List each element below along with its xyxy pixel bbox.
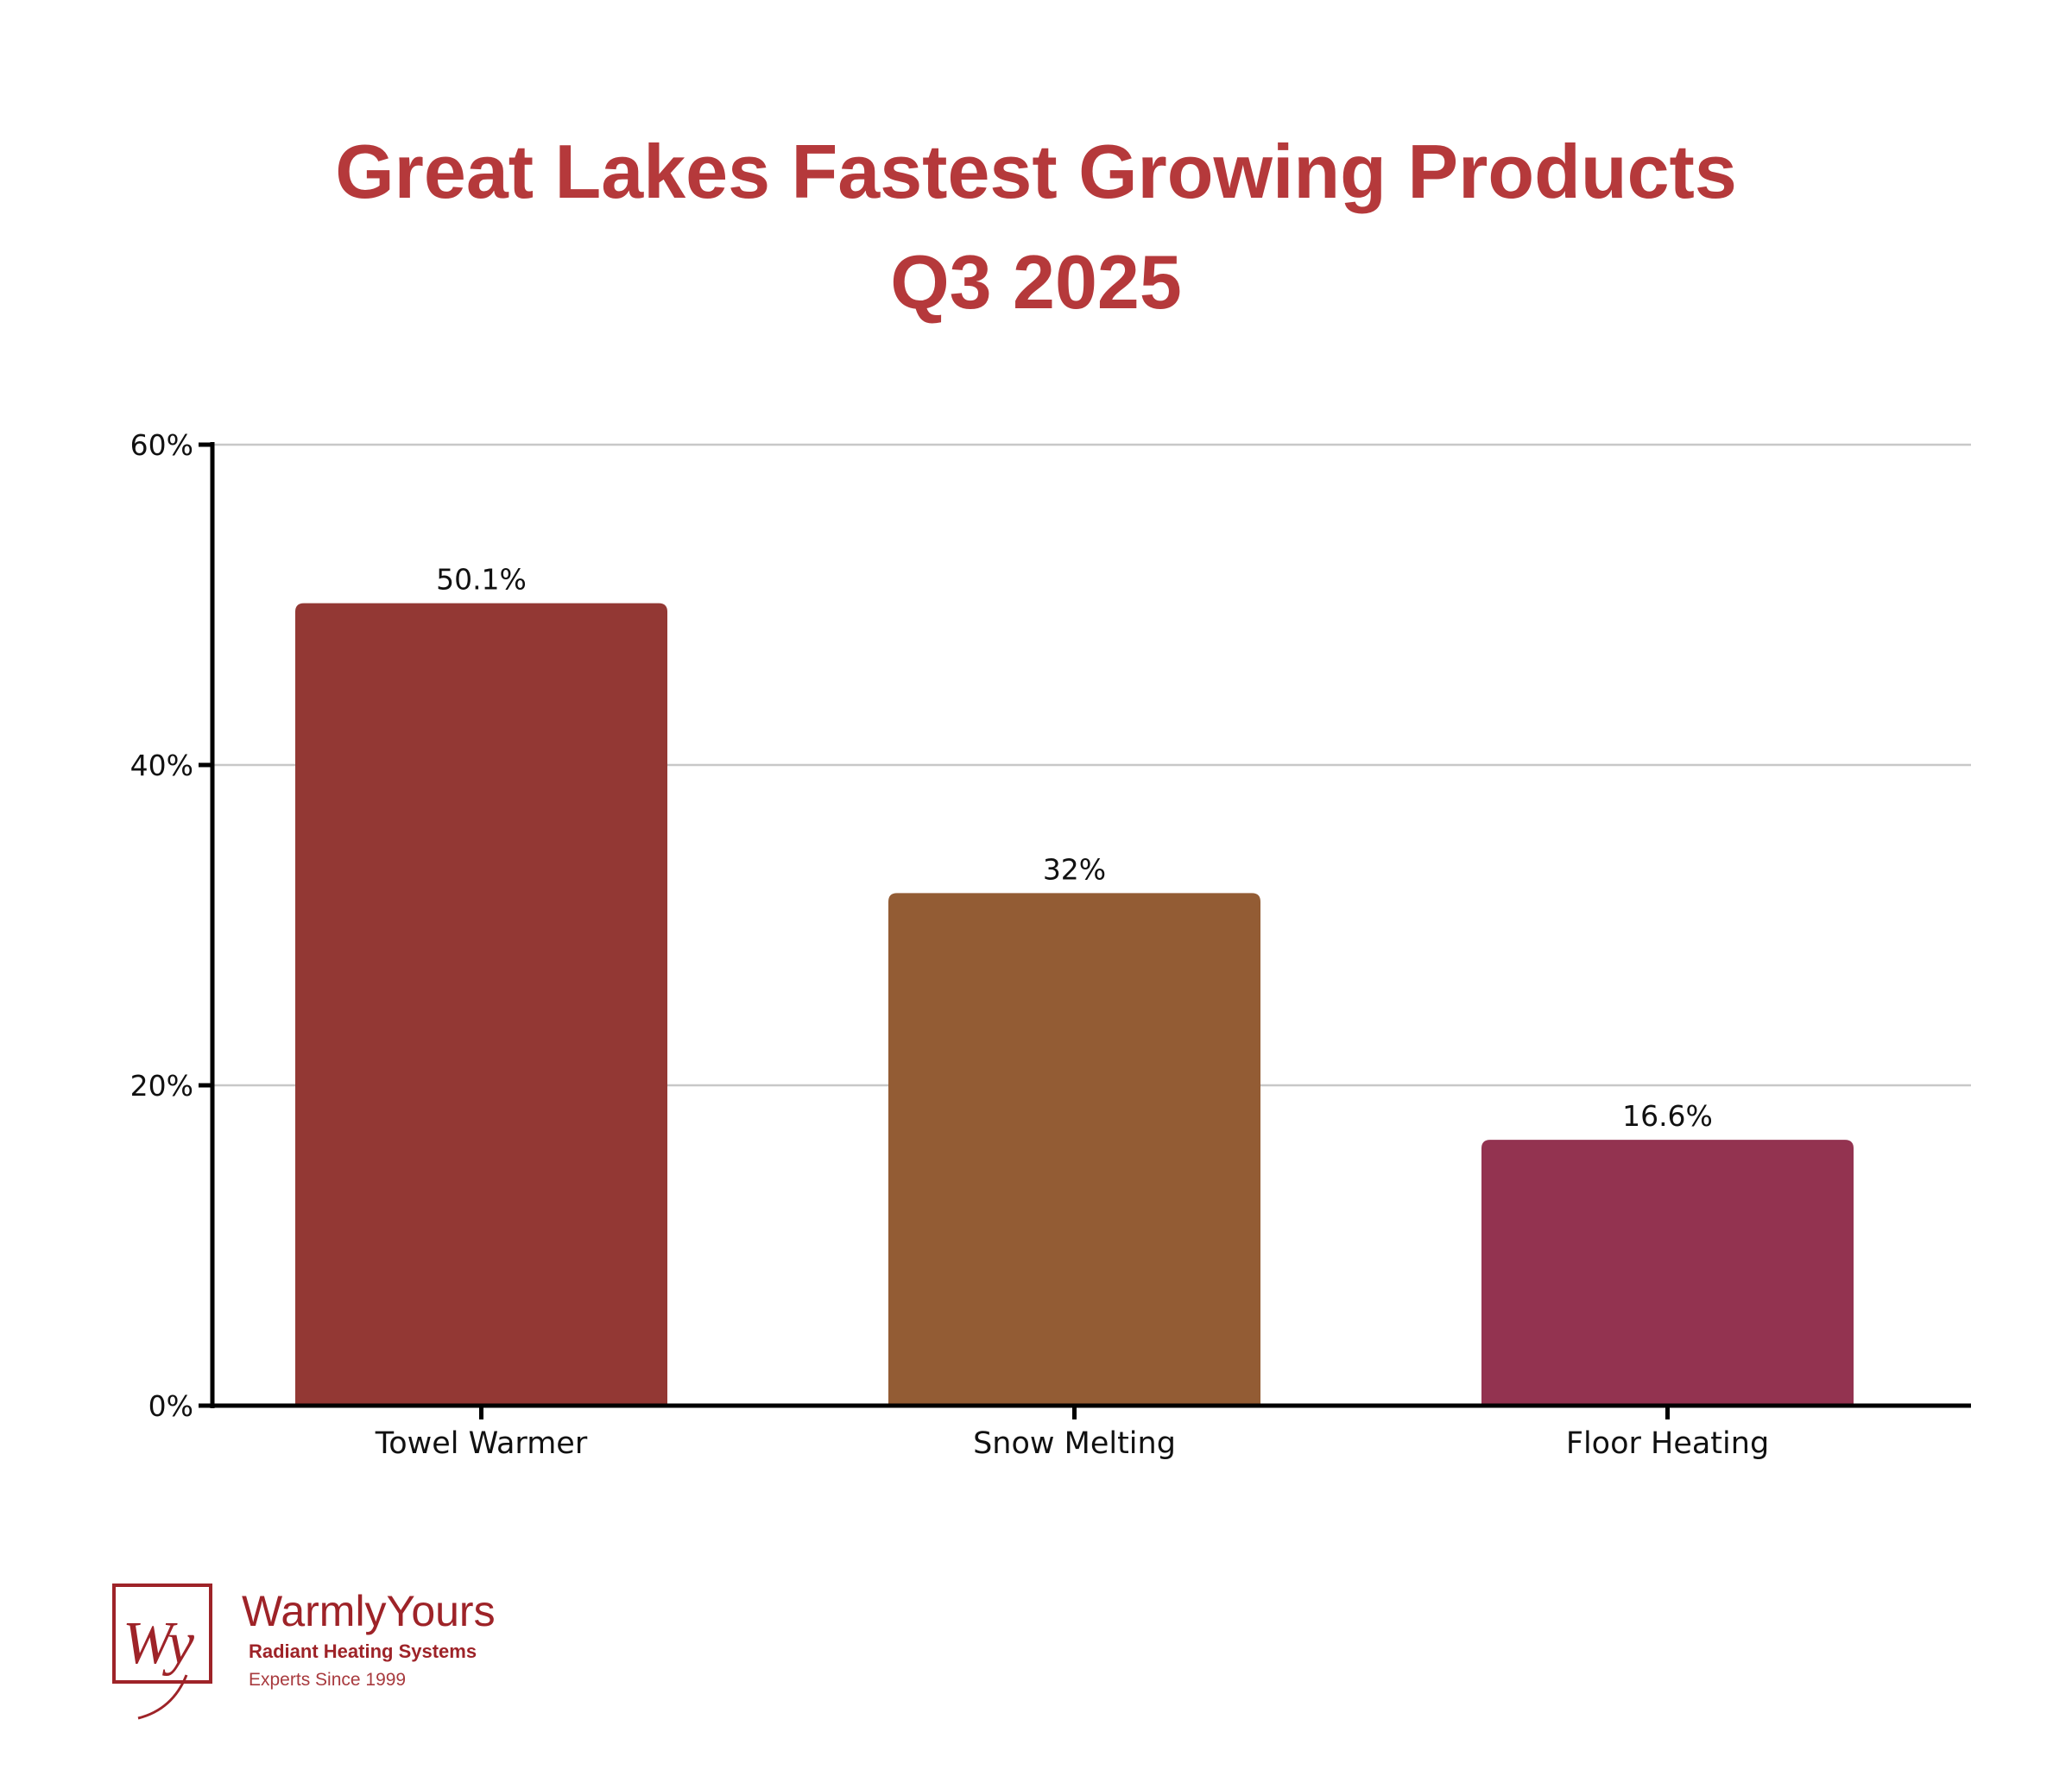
y-tick-label: 60% [130, 428, 193, 462]
x-tick-label: Towel Warmer [375, 1426, 588, 1461]
bar [888, 893, 1260, 1406]
x-tick-label: Floor Heating [1566, 1426, 1769, 1461]
data-label: 32% [1043, 852, 1106, 886]
x-tick-label: Snow Melting [973, 1426, 1176, 1461]
monogram-text: Wy [123, 1610, 195, 1677]
warmlyyours-logo: Wy [111, 1580, 231, 1727]
logo-since: Experts Since 1999 [249, 1670, 407, 1690]
logo-tagline: Radiant Heating Systems [249, 1640, 477, 1662]
bar-chart: 0% 20% 40% 60% 50.1% Towel Warmer 32% Snow Melt… [130, 428, 1971, 1461]
y-tick-label: 20% [130, 1069, 193, 1103]
data-label: 50.1% [436, 563, 527, 597]
bar [295, 603, 667, 1406]
logo-brand-name: WarmlyYours [242, 1587, 496, 1635]
y-tick-label: 40% [130, 749, 193, 782]
chart-subtitle: Q3 2025 [890, 239, 1182, 325]
wy-monogram-icon: Wy [112, 1584, 212, 1720]
bar [1481, 1140, 1854, 1406]
chart-title: Great Lakes Fastest Growing Products [335, 129, 1737, 214]
data-label: 16.6% [1622, 1099, 1713, 1133]
y-tick-label: 0% [148, 1389, 193, 1423]
